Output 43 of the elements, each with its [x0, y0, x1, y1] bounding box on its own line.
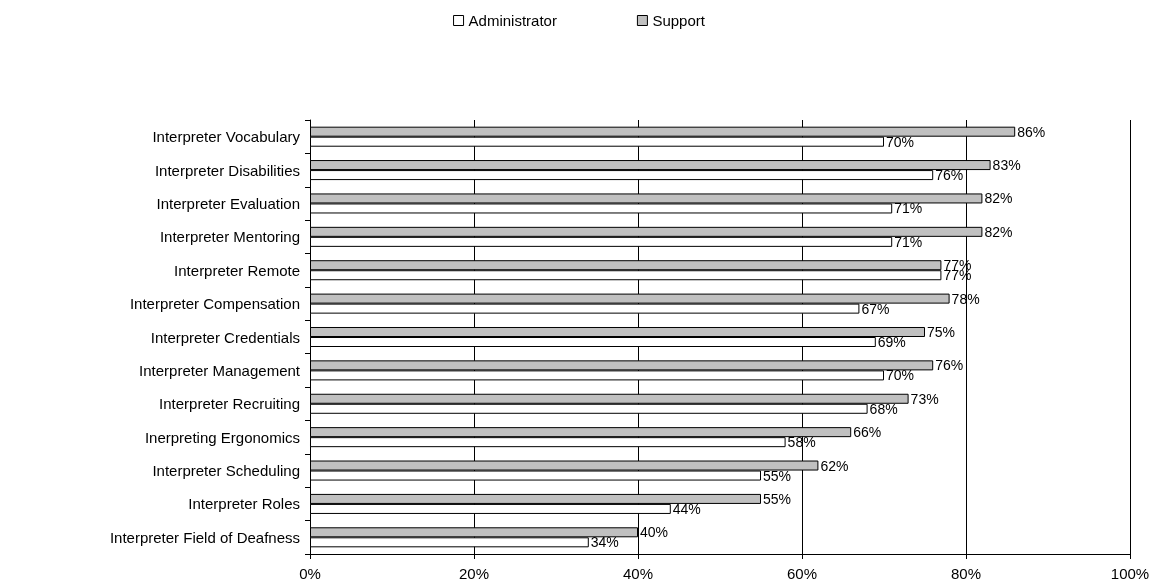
data-label: 44% — [672, 500, 701, 517]
data-label: 70% — [886, 367, 915, 384]
data-label: 76% — [935, 357, 964, 374]
y-tick-label: Interpreter Field of Deafness — [109, 528, 300, 546]
data-label: 82% — [984, 190, 1013, 207]
x-tick-label: 100% — [1110, 565, 1150, 582]
data-label: 34% — [590, 534, 619, 551]
y-tick-label: Interpreter Vocabulary — [152, 128, 301, 146]
data-label: 67% — [861, 300, 890, 317]
y-tick-label: Interpreter Mentoring — [159, 228, 300, 246]
data-label: 70% — [886, 133, 915, 150]
legend-label: Support — [652, 12, 706, 29]
data-label: 73% — [910, 390, 939, 407]
data-label: 82% — [984, 223, 1013, 240]
x-tick-label: 80% — [950, 565, 982, 582]
y-tick-label: Inerpreting Ergonomics — [144, 428, 300, 446]
x-tick-label: 60% — [786, 565, 818, 582]
data-label: 68% — [869, 400, 898, 417]
y-tick-label: Interpreter Recruiting — [159, 395, 300, 413]
y-tick-label: Interpreter Roles — [188, 495, 300, 513]
data-label: 55% — [763, 467, 792, 484]
data-label: 71% — [894, 200, 923, 217]
y-tick-label: Interpreter Compensation — [129, 295, 300, 313]
y-tick-label: Interpreter Management — [139, 361, 301, 379]
data-label: 76% — [935, 167, 964, 184]
data-label: 40% — [640, 524, 669, 541]
y-tick-label: Interpreter Evaluation — [156, 194, 300, 212]
x-tick-label: 0% — [299, 565, 321, 582]
data-label: 71% — [894, 233, 923, 250]
x-tick-label: 20% — [458, 565, 490, 582]
data-label: 86% — [1017, 123, 1046, 140]
data-label: 83% — [992, 157, 1021, 174]
y-tick-label: Interpreter Credentials — [150, 328, 300, 346]
y-tick-label: Interpreter Disabilities — [154, 161, 300, 179]
y-tick-label: Interpreter Scheduling — [152, 462, 300, 480]
data-label: 66% — [853, 424, 882, 441]
data-label: 75% — [927, 323, 956, 340]
y-tick-label: Interpreter Remote — [174, 261, 300, 279]
legend-label: Administrator — [468, 12, 557, 29]
x-tick-label: 40% — [622, 565, 654, 582]
data-label: 69% — [877, 334, 906, 351]
data-label: 55% — [763, 490, 792, 507]
data-label: 62% — [820, 457, 849, 474]
